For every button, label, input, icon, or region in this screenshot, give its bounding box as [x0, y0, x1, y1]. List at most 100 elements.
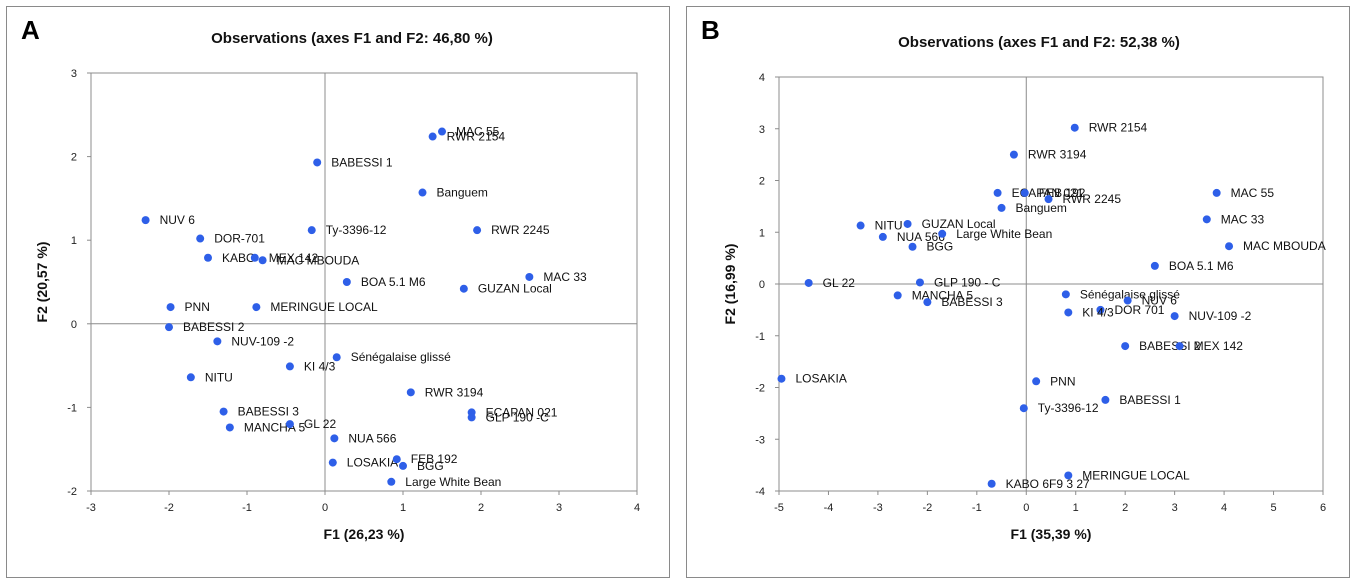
chart-b-point-marker [804, 278, 813, 287]
chart-a-point-marker [342, 278, 351, 286]
chart-b-y-tick-label: 0 [759, 279, 765, 291]
chart-a-point-label: KABO [222, 251, 255, 265]
chart-b-point-label: Banguem [1016, 201, 1067, 215]
panel-letter-b: B [701, 15, 720, 45]
chart-b-point-label: MEX 142 [1194, 339, 1244, 353]
chart-b-x-tick-label: 2 [1122, 502, 1128, 514]
chart-a-point-label: Sénégalaise glissé [351, 350, 451, 364]
chart-a-point-marker [387, 477, 396, 486]
chart-a-point-label: NUV 6 [160, 213, 196, 227]
chart-a-point-marker [166, 303, 175, 312]
chart-b-point-marker [1225, 242, 1234, 251]
chart-b-point-label: DOR 701 [1114, 303, 1164, 317]
chart-b-point-label: Ty-3396-12 [1038, 401, 1099, 415]
chart-b-y-tick-label: 1 [759, 227, 765, 239]
chart-a-point-marker [225, 423, 234, 432]
chart-b-point-marker [1064, 308, 1073, 317]
chart-a-x-tick-label: -2 [164, 502, 174, 514]
chart-a-point-label: RWR 2154 [447, 130, 506, 144]
chart-a-x-tick-label: 3 [556, 502, 562, 514]
chart-b-point-marker [878, 232, 887, 241]
chart-b-point-label: KI 4/3 [1082, 305, 1114, 319]
chart-b-x-tick-label: 0 [1023, 502, 1029, 514]
chart-a-point-label: MAC 55 [456, 125, 500, 139]
chart-a-point-label: MEX 142 [269, 251, 319, 265]
chart-a-point-label: BGG [417, 459, 444, 473]
chart-a-x-tick-label: 2 [478, 502, 484, 514]
chart-a-point-marker [418, 188, 427, 197]
chart-a-point-label: Ty-3396-12 [326, 223, 387, 237]
chart-a-point-label: NITU [205, 370, 233, 384]
chart-b-x-tick-label: 4 [1221, 502, 1227, 514]
chart-a-point-label: LOSAKIA [347, 456, 398, 470]
chart-a-point-marker [473, 226, 482, 235]
chart-a-point-label: BABESSI 3 [238, 405, 300, 419]
chart-b-point-label: NUV 6 [1142, 294, 1178, 308]
chart-a-x-tick-label: -3 [86, 502, 96, 514]
chart-a-point-label: KI 4/3 [304, 359, 336, 373]
chart-a-point-marker [219, 407, 228, 416]
chart-b-x-tick-label: -3 [873, 502, 883, 514]
chart-b-x-tick-label: 5 [1270, 502, 1276, 514]
chart-b-x-axis-label: F1 (35,39 %) [1011, 526, 1092, 542]
chart-b-point-marker [1061, 290, 1070, 299]
chart-b-x-tick-label: -1 [972, 502, 982, 514]
chart-a-point-marker [392, 455, 401, 464]
chart-a-point-marker [332, 353, 341, 362]
chart-b-point-marker [903, 219, 912, 228]
chart-a-point-marker [467, 413, 476, 422]
chart-b-point-label: GLP 190 - C [934, 275, 1001, 289]
chart-b-point-label: RWR 2154 [1089, 121, 1148, 135]
chart-a-y-tick-label: 1 [71, 235, 77, 247]
chart-a-x-tick-label: 1 [400, 502, 406, 514]
chart-a-point-marker [459, 284, 468, 293]
chart-b-point-marker [1175, 342, 1184, 351]
chart-panel-b: B Observations (axes F1 and F2: 52,38 %)… [686, 6, 1350, 578]
chart-a-y-axis-label: F2 (20,57 %) [34, 242, 50, 323]
chart-a-point-marker [196, 234, 205, 243]
chart-a-point-marker [204, 253, 212, 262]
chart-b-y-tick-label: 4 [759, 72, 765, 84]
chart-b-point-label: BOA 5.1 M6 [1169, 259, 1234, 273]
scatter-plot-b: Observations (axes F1 and F2: 52,38 %) -5… [722, 34, 1326, 542]
chart-b-point-marker [1123, 296, 1132, 305]
chart-b-point-label: ECAPAN 021 [1012, 186, 1084, 200]
chart-a-point-label: BABESSI 2 [183, 320, 245, 334]
chart-a-y-tick-label: 3 [71, 68, 77, 80]
chart-a-point-label: ECAPAN 021 [486, 405, 558, 419]
chart-a-x-tick-label: -1 [242, 502, 252, 514]
chart-b-point-label: Large White Bean [956, 227, 1052, 241]
chart-b-y-tick-label: 3 [759, 124, 765, 136]
chart-b-point-label: GL 22 [823, 276, 856, 290]
chart-b-x-tick-label: 6 [1320, 502, 1326, 514]
chart-b-point-marker [908, 242, 917, 251]
panel-letter-a: A [21, 15, 40, 45]
chart-a-x-tick-label: 4 [634, 502, 640, 514]
chart-b-point-label: RWR 3194 [1028, 148, 1087, 162]
chart-a-point-marker [313, 158, 322, 167]
chart-a-point-label: RWR 2245 [491, 223, 550, 237]
chart-b-point-label: LOSAKIA [795, 372, 846, 386]
chart-a-point-marker [165, 323, 173, 332]
chart-b-point-marker [923, 298, 932, 307]
chart-b-title: Observations (axes F1 and F2: 52,38 %) [898, 34, 1180, 51]
chart-a-point-marker [285, 420, 294, 429]
chart-b-point-marker [893, 291, 902, 300]
chart-b-y-tick-label: -3 [755, 434, 765, 446]
chart-b-x-tick-label: -4 [824, 502, 834, 514]
chart-b-y-tick-label: -1 [755, 331, 765, 343]
chart-a-point-marker [213, 337, 222, 346]
chart-b-point-marker [1044, 195, 1053, 204]
chart-a-point-marker [330, 434, 339, 443]
chart-b-x-tick-label: 1 [1073, 502, 1079, 514]
chart-a-point-label: MAC 33 [543, 270, 587, 284]
chart-a-point-label: GLP 190 -C [486, 410, 549, 424]
chart-b-point-marker [938, 229, 947, 238]
chart-a-point-label: MAC MBOUDA [277, 253, 360, 267]
chart-b-point-label: BABESSI 2 [1139, 339, 1201, 353]
chart-b-x-tick-label: -5 [774, 502, 784, 514]
chart-b-point-marker [1212, 188, 1221, 197]
chart-a-point-label: NUV-109 -2 [231, 334, 294, 348]
chart-a-point-marker [186, 373, 195, 382]
chart-b-point-label: NUA 566 [897, 230, 945, 244]
